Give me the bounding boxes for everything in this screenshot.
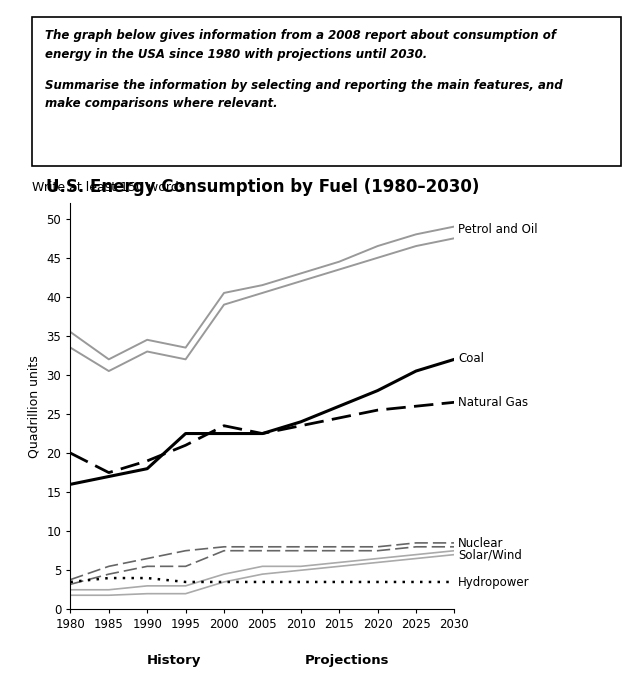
Text: Solar/Wind: Solar/Wind: [458, 548, 522, 561]
Text: History: History: [147, 654, 201, 667]
Text: The graph below gives information from a 2008 report about consumption of: The graph below gives information from a…: [45, 29, 556, 42]
Text: Coal: Coal: [458, 352, 484, 365]
Text: Write at least 150 words.: Write at least 150 words.: [32, 181, 189, 194]
Y-axis label: Quadrillion units: Quadrillion units: [28, 355, 41, 458]
Text: Summarise the information by selecting and reporting the main features, and: Summarise the information by selecting a…: [45, 79, 563, 91]
Title: U.S. Energy Consumption by Fuel (1980–2030): U.S. Energy Consumption by Fuel (1980–20…: [45, 178, 479, 196]
Text: energy in the USA since 1980 with projections until 2030.: energy in the USA since 1980 with projec…: [45, 48, 427, 61]
Text: Hydropower: Hydropower: [458, 575, 530, 588]
Text: Petrol and Oil: Petrol and Oil: [458, 223, 538, 236]
Text: Projections: Projections: [305, 654, 389, 667]
Text: make comparisons where relevant.: make comparisons where relevant.: [45, 97, 277, 110]
Text: Nuclear: Nuclear: [458, 537, 504, 550]
Text: Natural Gas: Natural Gas: [458, 395, 529, 409]
